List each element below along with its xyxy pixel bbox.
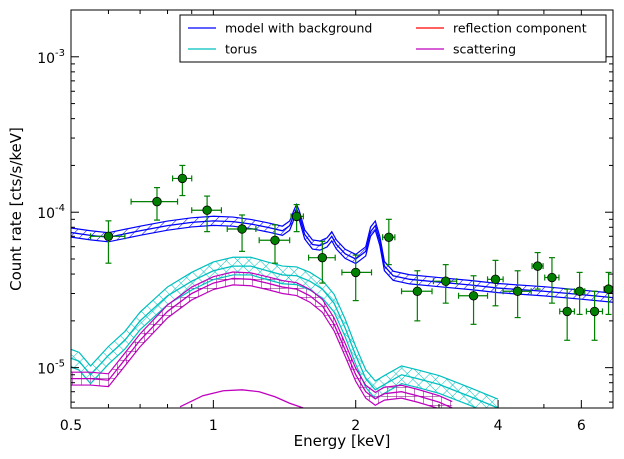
data-point (432, 264, 458, 304)
line-model-with-background (71, 207, 613, 299)
band-scattering (71, 271, 453, 408)
x-tick-label: 4 (494, 418, 503, 434)
legend-entry: reflection component (416, 21, 587, 36)
line-model-with-background-lower (71, 211, 613, 303)
data-point (171, 164, 193, 197)
legend-label: reflection component (453, 21, 587, 36)
x-tick-label: 0.5 (60, 418, 82, 434)
line-torus (71, 265, 499, 408)
data-marker (384, 232, 394, 242)
legend-entry: torus (188, 42, 257, 57)
axes: 0.5 1 2 4 6 10-5 10-4 10-3 (37, 9, 614, 434)
data-marker (574, 286, 585, 296)
data-point (573, 271, 586, 316)
data-point (559, 288, 575, 341)
data-marker (589, 306, 600, 317)
data-marker (532, 261, 543, 271)
data-marker (562, 306, 572, 317)
data-marker (237, 224, 247, 234)
data-marker (512, 286, 523, 296)
data-point (382, 218, 396, 266)
data-marker (291, 211, 302, 222)
model-lines (71, 202, 613, 408)
line-scattering-upper (71, 271, 453, 403)
line-torus-upper (71, 256, 499, 400)
data-marker (547, 272, 557, 283)
data-point (502, 270, 532, 319)
data-marker (412, 286, 423, 296)
legend-label: torus (225, 42, 257, 57)
data-point (226, 214, 257, 252)
data-marker (468, 291, 479, 301)
line-torus-lower (71, 274, 479, 408)
data-point (89, 220, 126, 264)
y-axis-label: Count rate [cts/s/keV] (7, 127, 25, 291)
data-marker (270, 235, 280, 245)
data-point (603, 271, 613, 316)
legend-entry: model with background (188, 21, 372, 36)
data-marker (177, 173, 188, 184)
x-tick-label: 2 (351, 418, 360, 434)
data-point (258, 224, 291, 264)
data-point (290, 203, 304, 233)
legend-entry: scattering (416, 42, 516, 57)
y-tick-label: 10-3 (37, 48, 65, 67)
y-tick-label: 10-4 (37, 203, 65, 222)
data-point (585, 290, 604, 341)
data-point (341, 254, 373, 302)
data-points (89, 164, 613, 341)
data-point (130, 187, 179, 221)
line-scattering (71, 277, 453, 408)
data-point (191, 195, 223, 233)
data-point (400, 270, 433, 322)
plot-frame (70, 9, 614, 409)
y-tick-label: 10-5 (37, 359, 65, 378)
data-point (531, 251, 544, 290)
data-point (486, 259, 504, 307)
data-marker (441, 276, 451, 286)
line-scattering-lower-curve (179, 389, 304, 408)
data-point (457, 275, 489, 325)
legend: model with background reflection componen… (179, 14, 607, 63)
x-axis-label: Energy [keV] (294, 432, 391, 450)
x-tick-label: 1 (209, 418, 218, 434)
data-marker (490, 274, 501, 285)
line-model-with-background-upper (71, 202, 613, 294)
legend-label: model with background (225, 21, 372, 36)
legend-label: scattering (453, 42, 516, 57)
line-scattering-lower (71, 284, 440, 408)
data-marker (351, 267, 361, 278)
x-tick-label: 6 (577, 418, 586, 434)
model-bands (71, 204, 613, 408)
data-marker (152, 196, 162, 207)
legend-box (179, 14, 607, 63)
data-marker (603, 284, 613, 294)
data-marker (103, 231, 114, 241)
data-point (544, 257, 560, 304)
data-marker (317, 252, 328, 263)
data-marker (202, 205, 212, 215)
data-point (307, 240, 336, 284)
band-torus (71, 257, 499, 408)
band-model-with-background (71, 204, 613, 303)
